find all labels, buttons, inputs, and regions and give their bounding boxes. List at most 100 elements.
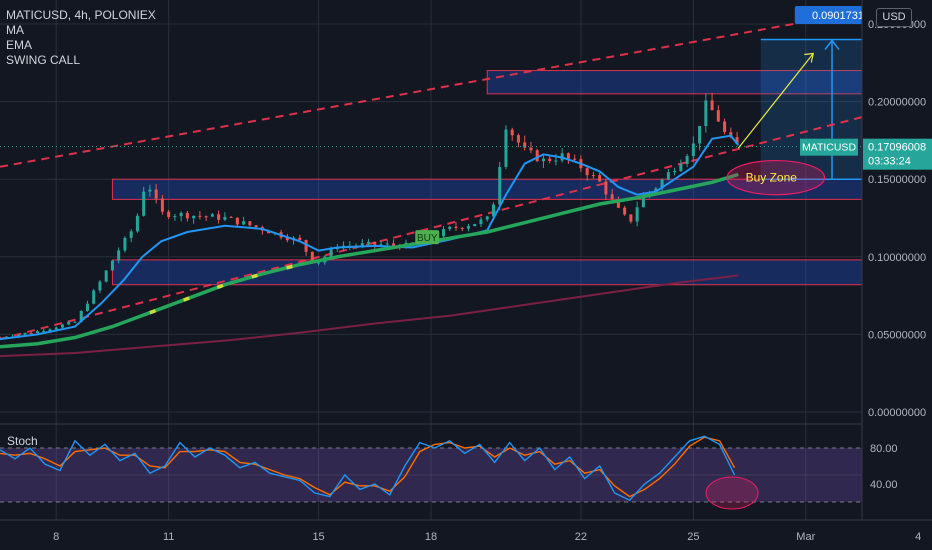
candle-body (17, 334, 21, 337)
legend-indicator-ma[interactable]: MA (6, 23, 24, 37)
buy-zone-label: Buy Zone (746, 171, 798, 185)
candle-body (317, 262, 321, 264)
candle-body (129, 231, 133, 238)
stoch-tick-label: 80.00 (870, 443, 898, 455)
candle-body (48, 329, 52, 332)
candle-body (167, 211, 171, 218)
candle-body (516, 135, 520, 143)
candle-body (142, 191, 146, 216)
stoch-tick-label: 40.00 (870, 479, 898, 491)
candle-body (716, 110, 720, 122)
price-tag-box (863, 138, 932, 170)
buy-signal-box (415, 230, 440, 245)
time-tick-label: Mar (796, 531, 815, 543)
candle-body (285, 237, 289, 241)
candle-body (623, 207, 627, 215)
legend-symbol[interactable]: MATICUSD, 4h, POLONIEX (6, 8, 156, 22)
candle-body (67, 322, 71, 325)
candle-body (42, 331, 46, 333)
candle-body (610, 194, 614, 200)
candle-body (60, 324, 64, 328)
candle-body (229, 216, 233, 218)
candle-body (585, 168, 589, 176)
time-tick-label: 4 (915, 531, 921, 543)
legend-indicator-swing-call[interactable]: SWING CALL (6, 53, 81, 67)
candle-body (504, 129, 508, 167)
forecast-arrow-line (737, 53, 814, 149)
candle-body (54, 327, 58, 330)
zone-box-1 (111, 259, 863, 286)
candle-body (304, 239, 308, 252)
candle-body (110, 260, 114, 271)
candle-body (198, 215, 202, 217)
candle-body (29, 332, 33, 334)
candle-body (104, 270, 108, 282)
legend-indicator-ema[interactable]: EMA (6, 38, 33, 52)
price-axis-bg (862, 0, 932, 550)
candle-body (554, 160, 558, 162)
stoch-highlight-ellipse (705, 476, 759, 510)
candle-body (117, 250, 121, 261)
candle-body (35, 331, 39, 334)
trendline-0 (0, 10, 863, 168)
candle-body (523, 142, 527, 148)
candle-body (466, 226, 470, 229)
candle-body (160, 198, 164, 212)
price-tick-label: 0.20000000 (868, 97, 926, 109)
buy-zone-ellipse (726, 159, 826, 196)
candle-body (735, 137, 739, 145)
buy-signal-label: BUY (417, 233, 438, 244)
candle-body (454, 226, 458, 228)
candle-body (460, 227, 464, 229)
candle-body (192, 215, 196, 219)
time-tick-label: 22 (575, 531, 587, 543)
long-ma-line (0, 274, 739, 358)
candle-body (710, 100, 714, 111)
stoch-d-line (0, 436, 736, 498)
time-tick-label: 11 (163, 531, 174, 543)
candle-body (335, 248, 339, 250)
candle-body (529, 147, 533, 151)
candle-body (591, 175, 595, 177)
candle-body (723, 121, 727, 133)
stoch-pane-label[interactable]: Stoch (7, 434, 38, 448)
candle-body (641, 195, 645, 208)
candle-body (541, 158, 545, 162)
measure-arrow-head (824, 39, 840, 50)
candle-body (604, 181, 608, 195)
candle-body (510, 129, 514, 136)
price-tick-label: 0.15000000 (868, 174, 926, 186)
time-tick-label: 15 (312, 531, 324, 543)
candle-body (79, 311, 83, 322)
candle-body (729, 132, 733, 138)
candle-body (242, 221, 246, 225)
candle-body (392, 243, 396, 246)
measure-box (760, 39, 862, 180)
candle-body (185, 212, 189, 219)
candle-body (566, 153, 570, 159)
candle-body (135, 215, 139, 232)
candle-body (698, 126, 702, 144)
candle-body (485, 216, 489, 220)
candle-body (498, 166, 502, 205)
price-tag-symbol: MATICUSD (802, 142, 856, 154)
forecast-arrow-head (804, 52, 815, 63)
candle-body (248, 221, 252, 226)
currency-button[interactable]: USD (876, 8, 912, 27)
price-tick-label: 0.05000000 (868, 329, 926, 341)
candle-body (441, 229, 445, 237)
candle-body (154, 189, 158, 199)
chart-legend: MATICUSD, 4h, POLONIEX MA EMA SWING CALL (6, 8, 156, 68)
candle-body (679, 163, 683, 172)
candle-body (666, 172, 670, 180)
candle-body (367, 241, 371, 244)
candle-body (660, 179, 664, 189)
candle-body (329, 248, 333, 257)
candle-body (473, 224, 477, 227)
ma-line (0, 172, 739, 349)
candle-body (173, 216, 177, 218)
candle-body (654, 188, 658, 192)
candle-body (448, 226, 452, 230)
